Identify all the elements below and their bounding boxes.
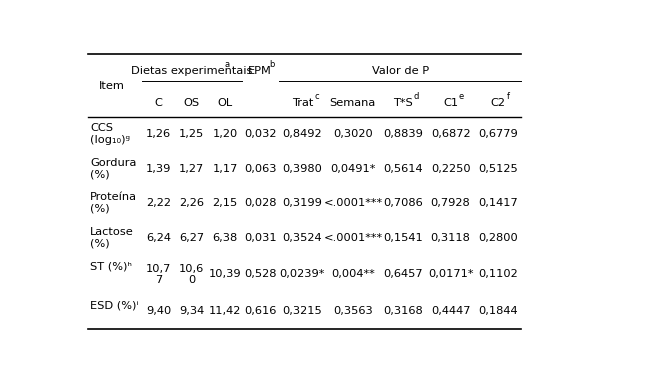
Text: e: e	[458, 92, 463, 101]
Text: 0,3980: 0,3980	[283, 164, 322, 174]
Text: 10,7
7: 10,7 7	[146, 264, 171, 285]
Text: 0,3118: 0,3118	[431, 233, 471, 243]
Text: 2,26: 2,26	[179, 198, 205, 208]
Text: 0,1417: 0,1417	[478, 198, 518, 208]
Text: a: a	[224, 60, 229, 69]
Text: C2: C2	[491, 98, 505, 108]
Text: C: C	[154, 98, 162, 108]
Text: 0,004**: 0,004**	[331, 269, 375, 279]
Text: <.0001***: <.0001***	[323, 233, 383, 243]
Text: 0,0239*: 0,0239*	[279, 269, 325, 279]
Text: 6,27: 6,27	[179, 233, 205, 243]
Text: 0,5614: 0,5614	[383, 164, 423, 174]
Text: 10,6
0: 10,6 0	[179, 264, 205, 285]
Text: T*S: T*S	[393, 98, 413, 108]
Text: 1,25: 1,25	[179, 129, 205, 139]
Text: 0,8492: 0,8492	[283, 129, 322, 139]
Text: 0,2800: 0,2800	[478, 233, 518, 243]
Text: Item: Item	[99, 80, 125, 91]
Text: 1,17: 1,17	[213, 164, 238, 174]
Text: 2,15: 2,15	[213, 198, 238, 208]
Text: 0,2250: 0,2250	[431, 164, 471, 174]
Text: 0,0171*: 0,0171*	[428, 269, 473, 279]
Text: b: b	[269, 60, 274, 69]
Text: Gordura
(%): Gordura (%)	[90, 158, 136, 179]
Text: EPM: EPM	[248, 66, 272, 77]
Text: 0,616: 0,616	[244, 306, 277, 316]
Text: CCS
(log₁₀)ᵍ: CCS (log₁₀)ᵍ	[90, 123, 130, 145]
Text: 0,5125: 0,5125	[478, 164, 518, 174]
Text: ST (%)ʰ: ST (%)ʰ	[90, 262, 132, 272]
Text: 1,26: 1,26	[146, 129, 171, 139]
Text: 0,3563: 0,3563	[333, 306, 373, 316]
Text: 0,3524: 0,3524	[283, 233, 322, 243]
Text: 0,1844: 0,1844	[478, 306, 518, 316]
Text: Proteína
(%): Proteína (%)	[90, 192, 137, 214]
Text: 0,8839: 0,8839	[383, 129, 423, 139]
Text: 0,3215: 0,3215	[283, 306, 322, 316]
Text: 0,6872: 0,6872	[431, 129, 471, 139]
Text: 1,27: 1,27	[179, 164, 205, 174]
Text: OL: OL	[218, 98, 232, 108]
Text: 0,3168: 0,3168	[383, 306, 423, 316]
Text: 0,0491*: 0,0491*	[330, 164, 375, 174]
Text: 6,38: 6,38	[213, 233, 238, 243]
Text: 1,20: 1,20	[213, 129, 238, 139]
Text: Semana: Semana	[330, 98, 376, 108]
Text: Lactose
(%): Lactose (%)	[90, 227, 134, 248]
Text: f: f	[506, 92, 510, 101]
Text: 0,028: 0,028	[244, 198, 277, 208]
Text: c: c	[314, 92, 319, 101]
Text: OS: OS	[184, 98, 200, 108]
Text: 11,42: 11,42	[209, 306, 242, 316]
Text: 0,7086: 0,7086	[383, 198, 423, 208]
Text: 0,6779: 0,6779	[478, 129, 518, 139]
Text: 0,032: 0,032	[244, 129, 277, 139]
Text: C1: C1	[443, 98, 458, 108]
Text: 0,6457: 0,6457	[383, 269, 423, 279]
Text: 2,22: 2,22	[146, 198, 171, 208]
Text: Trat: Trat	[292, 98, 313, 108]
Text: 0,063: 0,063	[244, 164, 277, 174]
Text: 9,40: 9,40	[146, 306, 171, 316]
Text: 0,031: 0,031	[244, 233, 277, 243]
Text: Dietas experimentais: Dietas experimentais	[131, 66, 252, 77]
Text: 0,7928: 0,7928	[431, 198, 471, 208]
Text: 0,4447: 0,4447	[431, 306, 471, 316]
Text: <.0001***: <.0001***	[323, 198, 383, 208]
Text: 0,528: 0,528	[244, 269, 277, 279]
Text: 1,39: 1,39	[146, 164, 171, 174]
Text: 0,3199: 0,3199	[283, 198, 322, 208]
Text: 6,24: 6,24	[146, 233, 171, 243]
Text: 0,1102: 0,1102	[478, 269, 518, 279]
Text: ESD (%)ⁱ: ESD (%)ⁱ	[90, 300, 138, 310]
Text: 10,39: 10,39	[209, 269, 242, 279]
Text: 0,1541: 0,1541	[383, 233, 423, 243]
Text: Valor de P: Valor de P	[371, 66, 428, 77]
Text: d: d	[413, 92, 418, 101]
Text: 0,3020: 0,3020	[333, 129, 373, 139]
Text: 9,34: 9,34	[179, 306, 205, 316]
